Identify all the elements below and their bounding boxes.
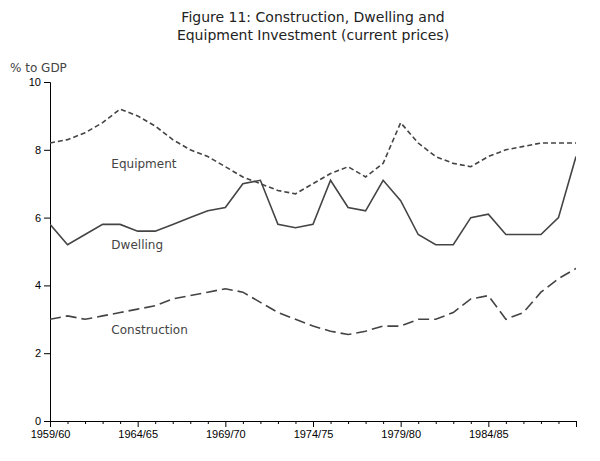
tick-mark xyxy=(506,421,507,424)
tick-mark xyxy=(208,421,209,424)
tick-mark xyxy=(120,421,121,424)
series-label: Dwelling xyxy=(111,238,163,252)
axis-line xyxy=(51,422,577,428)
tick-mark xyxy=(155,421,156,424)
tick-mark xyxy=(44,421,50,422)
tick-mark xyxy=(453,421,454,424)
tick-label: 6 xyxy=(35,212,41,224)
tick-label: 1964/65 xyxy=(118,428,158,440)
tick-mark xyxy=(278,421,279,424)
tick xyxy=(418,421,419,424)
tick: 1984/85 xyxy=(469,421,509,440)
tick-mark xyxy=(44,218,50,219)
tick-mark xyxy=(541,421,542,424)
tick-mark xyxy=(44,285,50,286)
tick xyxy=(366,421,367,424)
title: Figure 11: Construction, Dwelling andEqu… xyxy=(177,9,449,43)
tick-mark xyxy=(436,421,437,424)
tick xyxy=(295,421,296,424)
tick xyxy=(68,421,69,424)
tick-mark xyxy=(85,421,86,424)
tick: 1979/80 xyxy=(381,421,421,440)
y-axis-label: % to GDP xyxy=(10,61,67,75)
tick-label: 2 xyxy=(35,347,41,359)
tick-mark xyxy=(44,150,50,151)
tick-mark xyxy=(138,421,139,427)
tick xyxy=(541,421,542,424)
tick: 1969/70 xyxy=(206,421,246,440)
tick-label: 1959/60 xyxy=(31,428,71,440)
tick xyxy=(348,421,349,424)
tick-mark xyxy=(576,421,577,424)
tick-mark xyxy=(260,421,261,424)
tick-mark xyxy=(173,421,174,424)
tick-mark xyxy=(558,421,559,424)
tick-label: 8 xyxy=(35,144,41,156)
tick xyxy=(190,421,191,424)
tick xyxy=(208,421,209,424)
tick xyxy=(331,421,332,424)
tick: 1974/75 xyxy=(294,421,334,440)
chart: 1959/60 1964/65 1969/70 1974/75 1979/80 1984/… xyxy=(0,0,600,461)
tick-mark xyxy=(401,421,402,427)
tick-mark xyxy=(190,421,191,424)
tick-label: 1979/80 xyxy=(381,428,421,440)
tick-mark xyxy=(366,421,367,424)
tick-mark xyxy=(103,421,104,424)
tick-label: 1984/85 xyxy=(469,428,509,440)
tick-mark xyxy=(331,421,332,424)
tick-mark xyxy=(488,421,489,427)
tick xyxy=(471,421,472,424)
tick-mark xyxy=(295,421,296,424)
tick xyxy=(558,421,559,424)
tick xyxy=(453,421,454,424)
series-line xyxy=(50,109,576,194)
tick-mark xyxy=(225,421,226,427)
tick xyxy=(523,421,524,424)
axis-line xyxy=(44,83,51,422)
tick-mark xyxy=(383,421,384,424)
tick: 1964/65 xyxy=(118,421,158,440)
series-label: Equipment xyxy=(111,157,176,171)
tick-mark xyxy=(348,421,349,424)
tick xyxy=(576,421,577,424)
tick-mark xyxy=(44,353,50,354)
tick-mark xyxy=(471,421,472,424)
tick-mark xyxy=(44,82,50,83)
tick-mark xyxy=(243,421,244,424)
tick xyxy=(103,421,104,424)
tick xyxy=(383,421,384,424)
tick-mark xyxy=(523,421,524,424)
tick xyxy=(260,421,261,424)
tick: 4 xyxy=(35,279,50,291)
tick-label: 10 xyxy=(29,76,41,88)
tick xyxy=(243,421,244,424)
tick-mark xyxy=(68,421,69,424)
tick xyxy=(155,421,156,424)
tick xyxy=(506,421,507,424)
tick: 0 xyxy=(35,415,50,427)
tick: 8 xyxy=(35,144,50,156)
tick-label: 1974/75 xyxy=(294,428,334,440)
tick: 2 xyxy=(35,347,50,359)
y-axis: 0 2 4 6 8 10 xyxy=(29,76,51,427)
tick-label: 4 xyxy=(35,279,41,291)
tick xyxy=(85,421,86,424)
tick-mark xyxy=(313,421,314,427)
series-line xyxy=(50,157,576,245)
tick xyxy=(278,421,279,424)
tick xyxy=(436,421,437,424)
tick: 6 xyxy=(35,212,50,224)
tick-mark xyxy=(418,421,419,424)
lines xyxy=(50,109,576,334)
x-axis: 1959/60 1964/65 1969/70 1974/75 1979/80 1984/… xyxy=(31,421,577,440)
series-label: Construction xyxy=(111,323,187,337)
tick-label: 1969/70 xyxy=(206,428,246,440)
series-labels: Equipment Dwelling Construction xyxy=(111,157,187,337)
tick xyxy=(173,421,174,424)
tick-label: 0 xyxy=(35,415,41,427)
plot: 1959/60 1964/65 1969/70 1974/75 1979/80 1984/… xyxy=(29,76,577,440)
tick xyxy=(120,421,121,424)
tick: 10 xyxy=(29,76,50,88)
